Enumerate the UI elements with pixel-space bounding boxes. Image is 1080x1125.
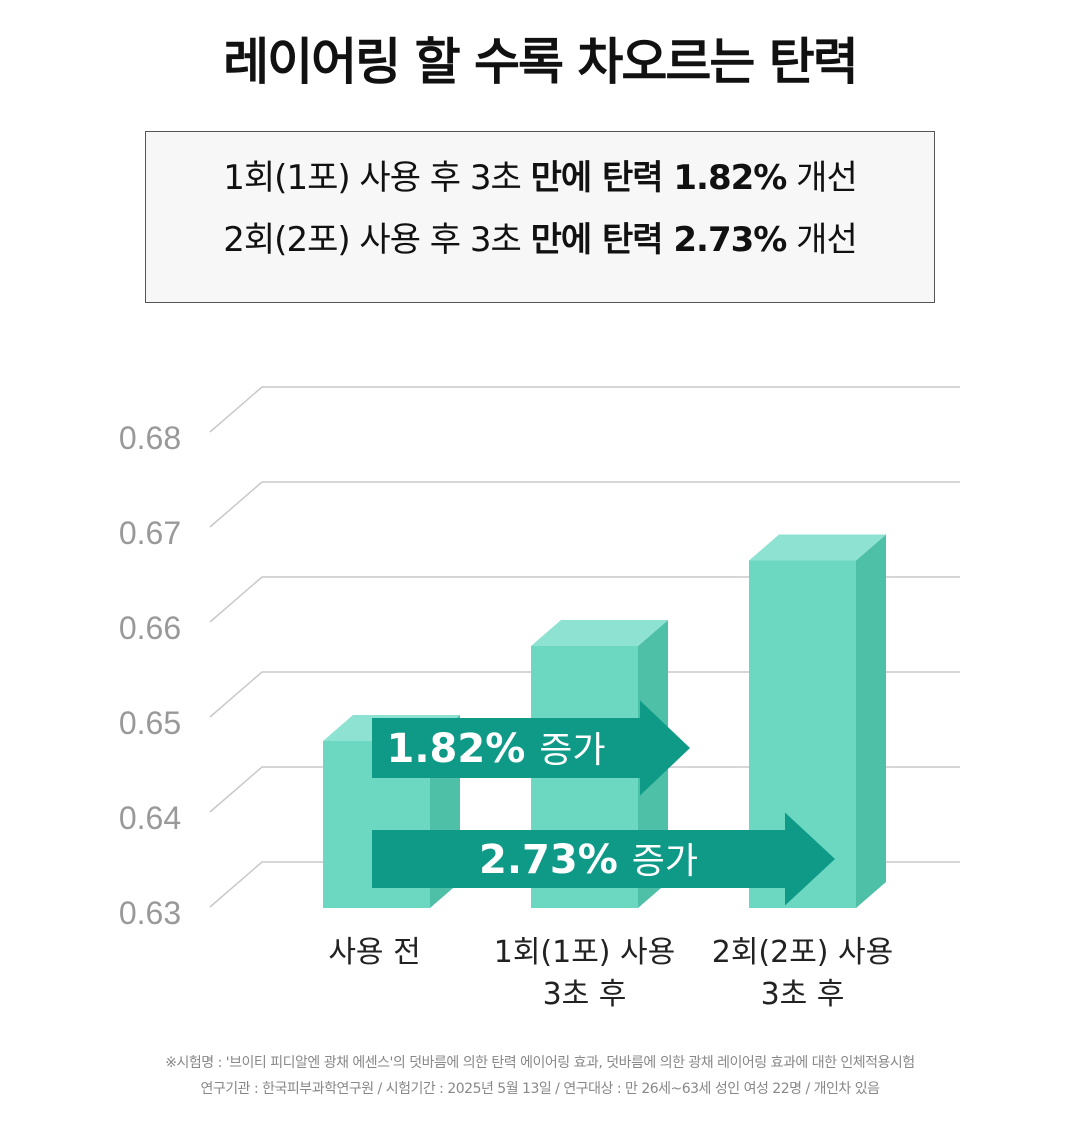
summary-text: 개선: [786, 220, 858, 260]
increase-label: 1.82% 증가: [387, 726, 606, 772]
bar-side: [856, 534, 886, 908]
gridline: [209, 386, 960, 433]
gridline: [209, 766, 960, 813]
footnote-2: 연구기관 : 한국피부과학연구원 / 시험기간 : 2025년 5월 13일 /…: [200, 1081, 880, 1097]
summary-highlight: 만에 탄력 1.82%: [530, 158, 788, 198]
footnote-1: ※시험명 : '브이티 피디알엔 광채 에센스'의 덧바름에 의한 탄력 에이어…: [165, 1055, 915, 1071]
summary-text: 개선: [786, 158, 858, 198]
increase-value: 2.73%: [479, 837, 632, 883]
y-tick-label: 0.63: [119, 895, 181, 931]
y-tick-label: 0.66: [119, 610, 181, 646]
summary-line-1: 1회(1포) 사용 후 3초 만에 탄력 1.82% 개선: [146, 158, 934, 198]
increase-label: 2.73% 증가: [479, 837, 698, 883]
x-tick-label: 2회(2포) 사용: [712, 935, 894, 970]
y-tick-label: 0.64: [119, 800, 181, 836]
increase-arrow: [372, 812, 835, 906]
y-tick-label: 0.65: [119, 705, 181, 741]
x-tick-label: 사용 전: [328, 935, 420, 970]
page-title: 레이어링 할 수록 차오르는 탄력: [223, 33, 859, 91]
summary-text: 1회(1포) 사용 후 3초: [223, 158, 531, 198]
summary-highlight: 만에 탄력 2.73%: [530, 220, 788, 260]
y-tick-label: 0.68: [119, 420, 181, 456]
x-tick-label: 3초 후: [543, 977, 627, 1012]
gridline: [209, 481, 960, 528]
increase-arrow: [372, 700, 690, 796]
summary-line-2: 2회(2포) 사용 후 3초 만에 탄력 2.73% 개선: [146, 220, 934, 260]
increase-text: 증가: [632, 841, 698, 882]
increase-text: 증가: [539, 730, 605, 771]
y-tick-label: 0.67: [119, 515, 181, 551]
x-tick-label: 3초 후: [761, 977, 845, 1012]
increase-value: 1.82%: [387, 726, 540, 772]
bar-top: [531, 620, 668, 646]
summary-box: 1회(1포) 사용 후 3초 만에 탄력 1.82% 개선 2회(2포) 사용 …: [145, 131, 935, 303]
x-tick-label: 1회(1포) 사용: [494, 935, 676, 970]
gridline: [209, 576, 960, 623]
summary-text: 2회(2포) 사용 후 3초: [223, 220, 531, 260]
bar-top: [749, 534, 886, 561]
gridline: [209, 671, 960, 718]
